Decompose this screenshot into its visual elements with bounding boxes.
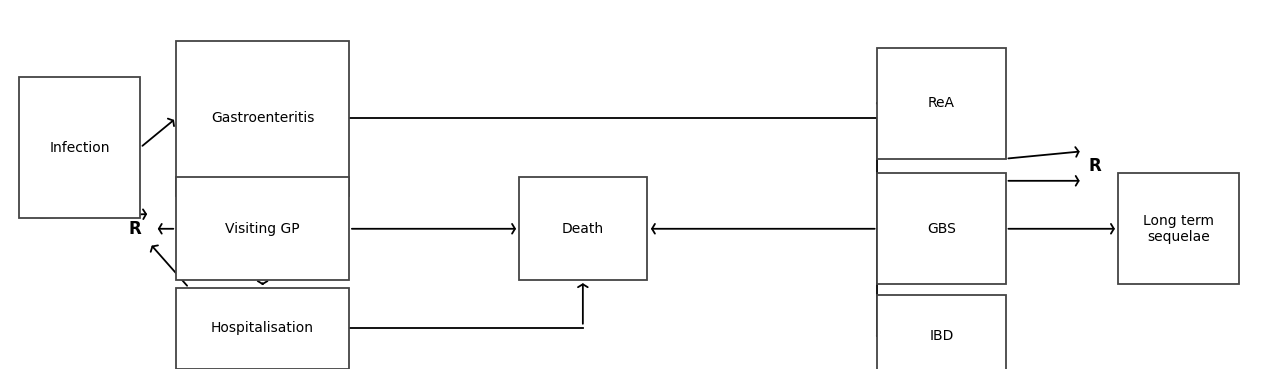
FancyBboxPatch shape bbox=[18, 77, 141, 218]
FancyBboxPatch shape bbox=[877, 173, 1006, 284]
Text: Hospitalisation: Hospitalisation bbox=[211, 321, 314, 335]
Text: R: R bbox=[1089, 157, 1102, 175]
FancyBboxPatch shape bbox=[519, 177, 647, 280]
Text: IBD: IBD bbox=[929, 329, 954, 343]
FancyBboxPatch shape bbox=[877, 48, 1006, 159]
Text: ReA: ReA bbox=[927, 96, 956, 110]
Text: Gastroenteritis: Gastroenteritis bbox=[211, 111, 314, 125]
FancyBboxPatch shape bbox=[175, 177, 348, 280]
Text: Visiting GP: Visiting GP bbox=[225, 222, 300, 236]
Text: Infection: Infection bbox=[49, 141, 110, 155]
Text: Death: Death bbox=[562, 222, 603, 236]
FancyBboxPatch shape bbox=[175, 41, 348, 196]
Text: GBS: GBS bbox=[927, 222, 956, 236]
Text: R: R bbox=[128, 220, 141, 238]
Text: Long term
sequelae: Long term sequelae bbox=[1143, 214, 1214, 244]
FancyBboxPatch shape bbox=[1117, 173, 1240, 284]
FancyBboxPatch shape bbox=[175, 288, 348, 369]
FancyBboxPatch shape bbox=[877, 295, 1006, 369]
